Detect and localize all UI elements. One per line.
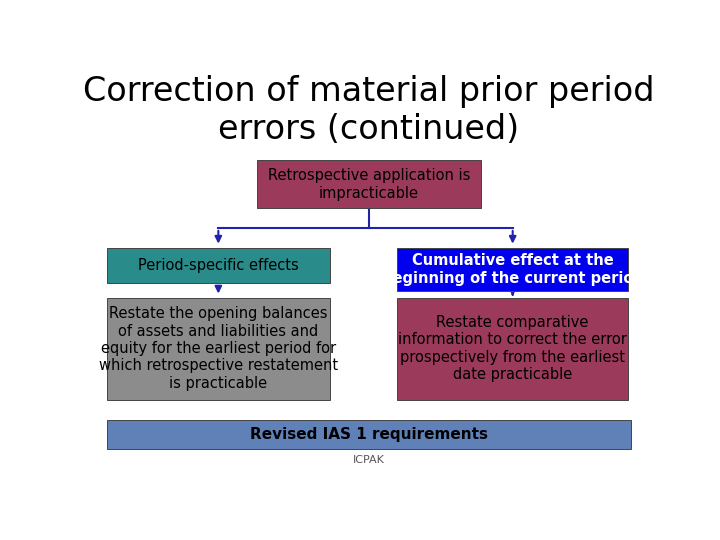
Text: Revised IAS 1 requirements: Revised IAS 1 requirements: [250, 427, 488, 442]
FancyBboxPatch shape: [397, 298, 629, 400]
Text: Restate the opening balances
of assets and liabilities and
equity for the earlie: Restate the opening balances of assets a…: [99, 306, 338, 391]
FancyBboxPatch shape: [107, 298, 330, 400]
Text: Period-specific effects: Period-specific effects: [138, 258, 299, 273]
Text: Cumulative effect at the
beginning of the current period: Cumulative effect at the beginning of th…: [382, 253, 644, 286]
FancyBboxPatch shape: [107, 248, 330, 283]
Text: Retrospective application is
impracticable: Retrospective application is impracticab…: [268, 168, 470, 200]
Text: ICPAK: ICPAK: [353, 455, 385, 465]
FancyBboxPatch shape: [397, 248, 629, 292]
FancyBboxPatch shape: [107, 420, 631, 449]
Text: Restate comparative
information to correct the error
prospectively from the earl: Restate comparative information to corre…: [398, 315, 627, 382]
Text: Correction of material prior period
errors (continued): Correction of material prior period erro…: [84, 75, 654, 146]
FancyBboxPatch shape: [258, 160, 481, 208]
